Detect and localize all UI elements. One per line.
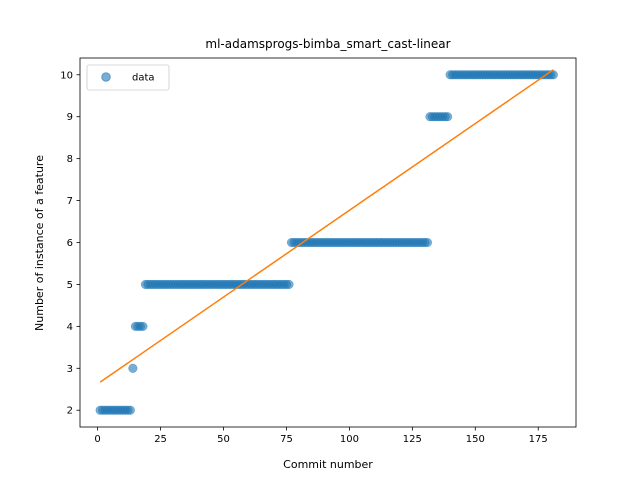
x-tick-label: 50	[217, 434, 230, 445]
x-tick-label: 75	[280, 434, 293, 445]
legend-box	[86, 64, 170, 91]
fit-line	[99, 69, 554, 383]
legend-marker	[101, 72, 111, 82]
y-tick-label: 2	[67, 406, 73, 417]
y-axis: 2 3 4 5 6 7 8 9 10	[60, 70, 80, 417]
y-tick-label: 8	[67, 154, 73, 165]
chart-title: ml-adamsprogs-bimba_smart_cast-linear	[205, 37, 450, 51]
x-tick-label: 175	[529, 434, 548, 445]
y-tick-label: 7	[67, 196, 73, 207]
data-point	[422, 237, 433, 248]
x-tick-label: 0	[94, 434, 100, 445]
y-tick-label: 9	[67, 112, 73, 123]
plot-area	[79, 57, 577, 428]
y-tick-label: 4	[67, 322, 73, 333]
y-tick-label: 6	[67, 238, 73, 249]
x-axis: 0 25 50 75 100 125 150 175	[94, 427, 548, 445]
data-point	[284, 279, 294, 289]
y-tick-label: 5	[67, 280, 73, 291]
y-tick-label: 10	[60, 70, 73, 81]
x-tick-label: 125	[403, 434, 422, 445]
x-tick-label: 100	[340, 434, 359, 445]
y-tick-label: 3	[67, 364, 73, 375]
x-tick-label: 150	[466, 434, 485, 445]
x-axis-label: Commit number	[283, 458, 373, 471]
data-point	[138, 321, 148, 331]
data-point	[128, 363, 138, 373]
data-point	[125, 405, 135, 415]
legend-label: data	[132, 73, 155, 84]
data-point	[443, 112, 453, 122]
legend: data	[86, 64, 170, 91]
y-axis-label: Number of instance of a feature	[33, 155, 46, 331]
x-tick-label: 25	[154, 434, 167, 445]
